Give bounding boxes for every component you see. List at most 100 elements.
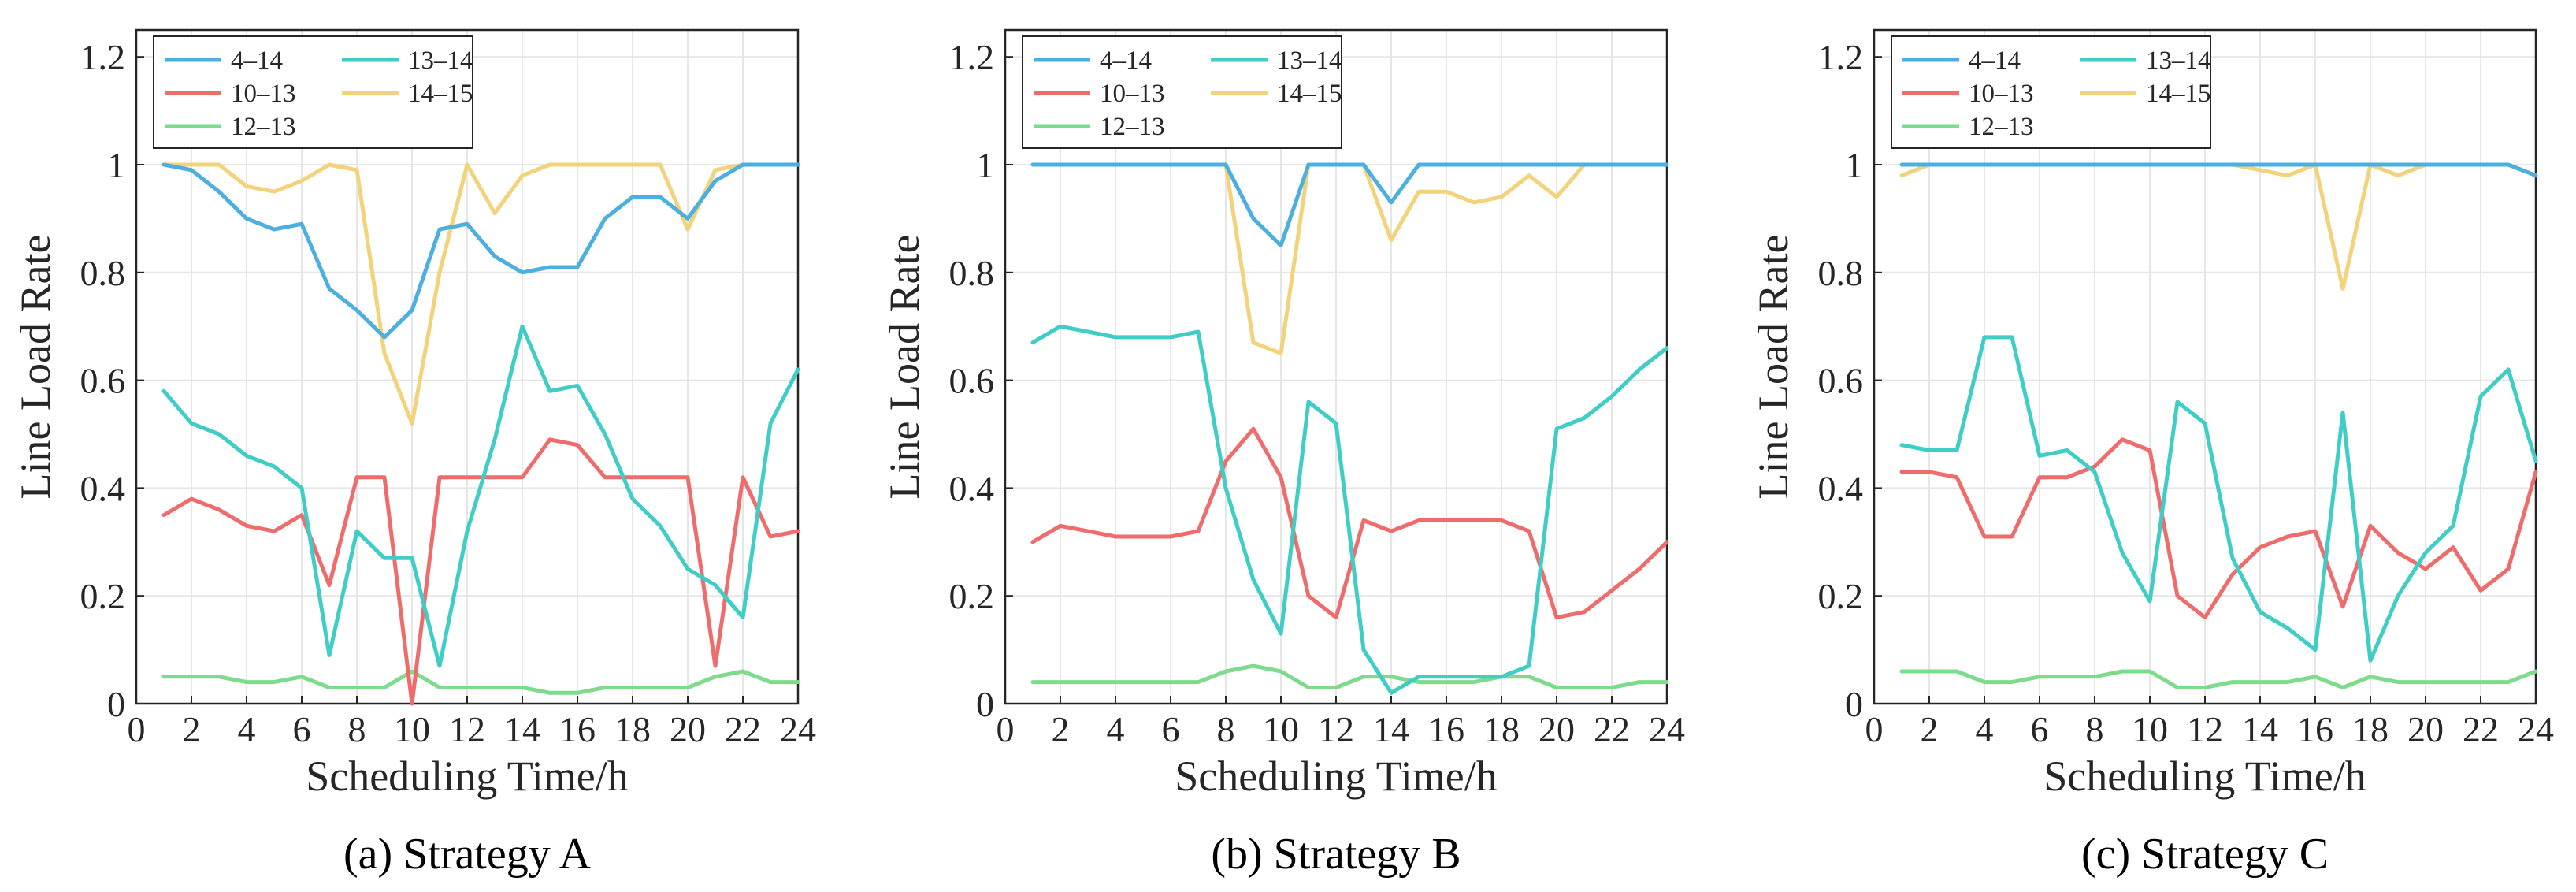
- caption-c: (c) Strategy C: [2081, 830, 2329, 879]
- caption-b: (b) Strategy B: [1211, 830, 1461, 879]
- legend-label-b-0: 4–14: [1100, 46, 1152, 75]
- x-tick-label-c-5: 10: [2132, 709, 2168, 749]
- series-line-c-1: [1899, 335, 2538, 663]
- x-tick-label-b-8: 16: [1428, 709, 1464, 749]
- y-tick-label-a-4: 0.8: [80, 253, 126, 293]
- x-tick-label-c-10: 20: [2407, 709, 2444, 749]
- x-tick-label-c-4: 8: [2086, 709, 2104, 749]
- x-tick-label-b-3: 6: [1162, 709, 1180, 749]
- caption-a: (a) Strategy A: [343, 830, 592, 879]
- x-tick-label-b-10: 20: [1539, 709, 1575, 749]
- x-axis-label-b: Scheduling Time/h: [1175, 753, 1498, 800]
- y-tick-label-c-3: 0.6: [1818, 361, 1864, 401]
- legend-label-a-4: 12–13: [231, 113, 296, 141]
- series-line-a-3: [161, 162, 800, 426]
- y-tick-label-a-5: 1: [107, 145, 125, 185]
- series-line-c-4: [1899, 669, 2538, 689]
- y-axis-label-a: Line Load Rate: [12, 235, 59, 500]
- y-tick-label-c-4: 0.8: [1818, 253, 1864, 293]
- x-tick-label-b-0: 0: [997, 709, 1015, 749]
- legend-label-a-3: 14–15: [408, 80, 473, 108]
- series-line-b-0: [1030, 162, 1669, 248]
- series-line-b-1: [1030, 324, 1669, 695]
- x-tick-label-a-2: 4: [238, 709, 256, 749]
- x-tick-label-b-1: 2: [1052, 709, 1070, 749]
- legend-label-a-1: 13–14: [408, 46, 473, 75]
- x-tick-label-a-8: 16: [559, 709, 596, 749]
- x-tick-label-c-2: 4: [1976, 709, 1994, 749]
- x-tick-label-b-5: 10: [1263, 709, 1299, 749]
- x-tick-label-a-12: 24: [780, 709, 816, 749]
- y-tick-label-c-5: 1: [1845, 145, 1863, 185]
- x-tick-label-a-10: 20: [670, 709, 706, 749]
- legend-label-b-1: 13–14: [1277, 46, 1342, 75]
- y-tick-label-b-2: 0.4: [949, 468, 995, 508]
- x-tick-label-c-12: 24: [2518, 709, 2554, 749]
- legend-label-c-2: 10–13: [1969, 80, 2034, 108]
- x-tick-label-a-11: 22: [725, 709, 761, 749]
- x-tick-label-b-2: 4: [1107, 709, 1125, 749]
- y-tick-label-c-0: 0: [1845, 684, 1863, 724]
- x-tick-label-b-4: 8: [1217, 709, 1235, 749]
- y-tick-label-a-3: 0.6: [80, 361, 126, 401]
- y-tick-label-b-3: 0.6: [949, 361, 995, 401]
- x-tick-label-b-12: 24: [1649, 709, 1685, 749]
- y-tick-label-a-0: 0: [107, 684, 125, 724]
- x-tick-label-c-11: 22: [2463, 709, 2499, 749]
- x-tick-label-c-9: 18: [2352, 709, 2389, 749]
- x-tick-label-c-0: 0: [1865, 709, 1884, 749]
- x-tick-label-c-8: 16: [2297, 709, 2333, 749]
- chart-panel-b: 0 2 4 6 8 10 12 14 16 18 20 22 2400.20.40.60.811.2Sc…: [881, 28, 1685, 879]
- x-tick-label-a-5: 10: [394, 709, 430, 749]
- x-tick-label-b-9: 18: [1483, 709, 1520, 749]
- y-tick-label-a-2: 0.4: [80, 468, 126, 508]
- x-tick-label-b-6: 12: [1318, 709, 1354, 749]
- x-tick-label-b-11: 22: [1594, 709, 1630, 749]
- x-tick-label-a-9: 18: [614, 709, 651, 749]
- legend-label-a-0: 4–14: [231, 46, 283, 75]
- x-axis-label-a: Scheduling Time/h: [306, 753, 629, 800]
- y-axis-label-c: Line Load Rate: [1750, 235, 1797, 500]
- x-tick-label-c-1: 2: [1921, 709, 1939, 749]
- y-tick-label-c-1: 0.2: [1818, 576, 1864, 616]
- series-line-b-2: [1030, 426, 1669, 620]
- x-tick-label-a-7: 14: [504, 709, 540, 749]
- y-tick-label-b-0: 0: [976, 684, 994, 724]
- y-tick-label-b-1: 0.2: [949, 576, 995, 616]
- y-tick-label-a-1: 0.2: [80, 576, 126, 616]
- series-line-a-4: [161, 669, 800, 695]
- x-tick-label-c-7: 14: [2242, 709, 2278, 749]
- legend-label-c-3: 14–15: [2146, 80, 2211, 108]
- y-tick-label-c-6: 1.2: [1818, 37, 1864, 77]
- y-axis-label-b: Line Load Rate: [881, 235, 928, 500]
- legend-label-b-2: 10–13: [1100, 80, 1165, 108]
- x-tick-label-a-0: 0: [128, 709, 146, 749]
- series-line-b-4: [1030, 663, 1669, 689]
- y-tick-label-a-6: 1.2: [80, 37, 126, 77]
- x-tick-label-a-6: 12: [449, 709, 485, 749]
- x-tick-label-b-7: 14: [1373, 709, 1409, 749]
- y-tick-label-b-5: 1: [976, 145, 994, 185]
- chart-panel-c: 0 2 4 6 8 10 12 14 16 18 20 22 2400.20.40.60.811.2Sc…: [1750, 28, 2554, 879]
- legend-label-b-4: 12–13: [1100, 113, 1165, 141]
- series-line-a-1: [161, 324, 800, 668]
- x-tick-label-a-4: 8: [348, 709, 366, 749]
- x-tick-label-a-1: 2: [183, 709, 201, 749]
- legend-label-c-1: 13–14: [2146, 46, 2211, 75]
- series-line-c-2: [1899, 437, 2538, 620]
- x-axis-label-c: Scheduling Time/h: [2043, 753, 2366, 800]
- legend-label-b-3: 14–15: [1277, 80, 1342, 108]
- chart-panel-a: 0 2 4 6 8 10 12 14 16 18 20 22 2400.20.40.60.811.2Sc…: [12, 28, 816, 879]
- x-tick-label-a-3: 6: [293, 709, 311, 749]
- series-line-a-0: [161, 162, 800, 340]
- legend-label-a-2: 10–13: [231, 80, 296, 108]
- series-line-c-0: [1899, 162, 2538, 178]
- legend-label-c-0: 4–14: [1969, 46, 2021, 75]
- legend-label-c-4: 12–13: [1969, 113, 2034, 141]
- series-line-a-2: [161, 437, 800, 706]
- y-tick-label-b-6: 1.2: [949, 37, 995, 77]
- x-tick-label-c-3: 6: [2031, 709, 2049, 749]
- y-tick-label-b-4: 0.8: [949, 253, 995, 293]
